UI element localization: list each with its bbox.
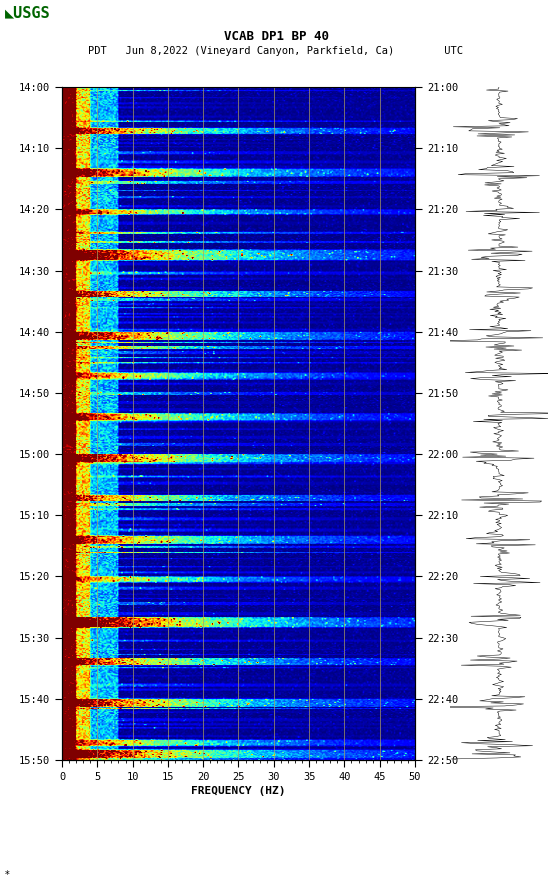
X-axis label: FREQUENCY (HZ): FREQUENCY (HZ) (191, 786, 286, 796)
Text: VCAB DP1 BP 40: VCAB DP1 BP 40 (224, 30, 328, 43)
Text: ◣USGS: ◣USGS (5, 5, 51, 20)
Text: *: * (5, 870, 10, 880)
Text: PDT   Jun 8,2022 (Vineyard Canyon, Parkfield, Ca)        UTC: PDT Jun 8,2022 (Vineyard Canyon, Parkfie… (88, 46, 464, 56)
